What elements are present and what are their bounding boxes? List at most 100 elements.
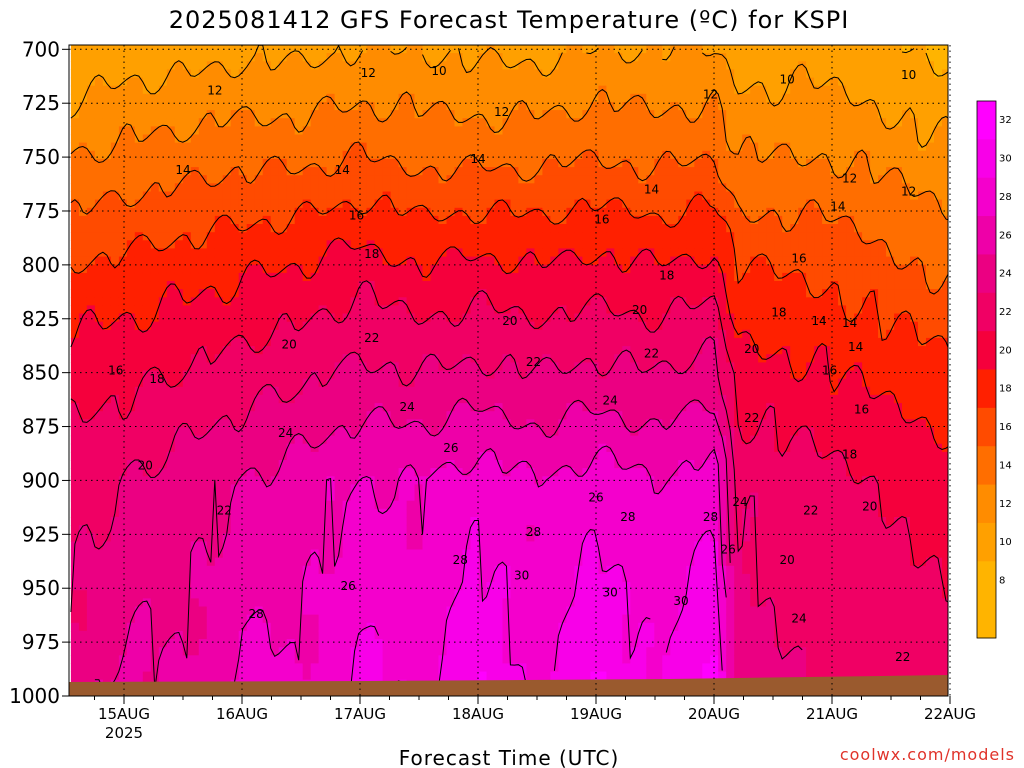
field-cell bbox=[534, 411, 543, 420]
field-cell bbox=[502, 102, 512, 111]
field-cell bbox=[326, 150, 336, 160]
field-cell bbox=[462, 158, 472, 168]
field-cell bbox=[510, 394, 520, 404]
field-cell bbox=[526, 435, 535, 445]
field-cell bbox=[502, 460, 512, 469]
field-cell bbox=[358, 403, 368, 412]
field-cell bbox=[246, 517, 256, 526]
field-cell bbox=[478, 289, 488, 298]
field-cell bbox=[382, 378, 392, 388]
field-cell bbox=[470, 435, 480, 445]
field-cell bbox=[150, 598, 160, 608]
field-cell bbox=[134, 134, 144, 144]
field-cell bbox=[414, 346, 424, 355]
field-cell bbox=[198, 248, 208, 258]
field-cell bbox=[190, 598, 200, 608]
field-cell bbox=[206, 476, 216, 485]
field-cell bbox=[550, 199, 559, 209]
field-cell bbox=[542, 126, 551, 136]
field-cell bbox=[558, 500, 567, 510]
field-cell bbox=[126, 517, 136, 526]
field-cell bbox=[454, 69, 464, 79]
field-cell bbox=[198, 53, 208, 62]
field-cell bbox=[558, 419, 567, 428]
field-cell bbox=[502, 622, 512, 632]
field-cell bbox=[222, 297, 232, 306]
field-cell bbox=[86, 256, 96, 266]
field-cell bbox=[78, 224, 88, 233]
field-cell bbox=[334, 142, 344, 152]
field-cell bbox=[446, 394, 456, 404]
field-cell bbox=[270, 134, 280, 144]
field-cell bbox=[206, 240, 216, 249]
field-cell bbox=[326, 671, 336, 681]
field-cell bbox=[342, 435, 352, 445]
field-cell bbox=[494, 492, 504, 502]
field-cell bbox=[326, 370, 336, 380]
field-cell bbox=[166, 77, 176, 87]
field-cell bbox=[206, 150, 216, 160]
field-cell bbox=[414, 45, 424, 54]
field-cell bbox=[510, 655, 520, 664]
field-cell bbox=[390, 183, 400, 192]
field-cell bbox=[302, 525, 312, 534]
field-cell bbox=[446, 606, 456, 616]
field-cell bbox=[182, 541, 192, 551]
field-cell bbox=[302, 435, 312, 445]
field-cell bbox=[414, 427, 424, 437]
field-cell bbox=[246, 525, 256, 534]
field-cell bbox=[486, 427, 496, 437]
field-cell bbox=[206, 110, 216, 119]
field-cell bbox=[262, 61, 272, 70]
field-cell bbox=[430, 639, 440, 648]
field-cell bbox=[150, 240, 160, 249]
field-cell bbox=[446, 158, 456, 168]
field-cell bbox=[358, 671, 368, 681]
field-cell bbox=[542, 224, 551, 233]
field-cell bbox=[550, 215, 559, 225]
field-cell bbox=[406, 134, 416, 144]
field-cell bbox=[222, 102, 232, 111]
field-cell bbox=[230, 362, 240, 372]
field-cell bbox=[94, 582, 104, 591]
field-cell bbox=[302, 93, 312, 103]
field-cell bbox=[142, 264, 152, 274]
field-cell bbox=[214, 655, 224, 664]
field-cell bbox=[518, 191, 527, 201]
field-cell bbox=[70, 573, 80, 583]
field-cell bbox=[342, 281, 352, 290]
field-cell bbox=[494, 264, 504, 274]
field-cell bbox=[206, 191, 216, 201]
field-cell bbox=[374, 175, 384, 184]
field-cell bbox=[398, 77, 408, 87]
field-cell bbox=[326, 102, 336, 111]
field-cell bbox=[174, 573, 184, 583]
field-cell bbox=[262, 126, 272, 136]
field-cell bbox=[302, 378, 312, 388]
field-cell bbox=[350, 110, 360, 119]
field-cell bbox=[470, 45, 480, 54]
field-cell bbox=[462, 61, 472, 70]
field-cell bbox=[414, 614, 424, 624]
field-cell bbox=[558, 126, 567, 136]
field-cell bbox=[422, 394, 432, 404]
field-cell bbox=[270, 297, 280, 306]
field-cell bbox=[374, 264, 384, 274]
field-cell bbox=[86, 224, 96, 233]
field-cell bbox=[70, 443, 80, 453]
field-cell bbox=[326, 549, 336, 559]
field-cell bbox=[150, 403, 160, 412]
field-cell bbox=[270, 256, 280, 266]
field-cell bbox=[326, 460, 336, 469]
field-cell bbox=[374, 370, 384, 380]
field-cell bbox=[254, 69, 264, 79]
field-cell bbox=[134, 451, 144, 461]
field-cell bbox=[358, 346, 368, 355]
field-cell bbox=[278, 500, 288, 510]
field-cell bbox=[118, 557, 128, 567]
field-cell bbox=[310, 500, 320, 510]
field-cell bbox=[222, 77, 232, 87]
field-cell bbox=[78, 630, 88, 640]
field-cell bbox=[134, 541, 144, 551]
field-cell bbox=[390, 370, 400, 380]
